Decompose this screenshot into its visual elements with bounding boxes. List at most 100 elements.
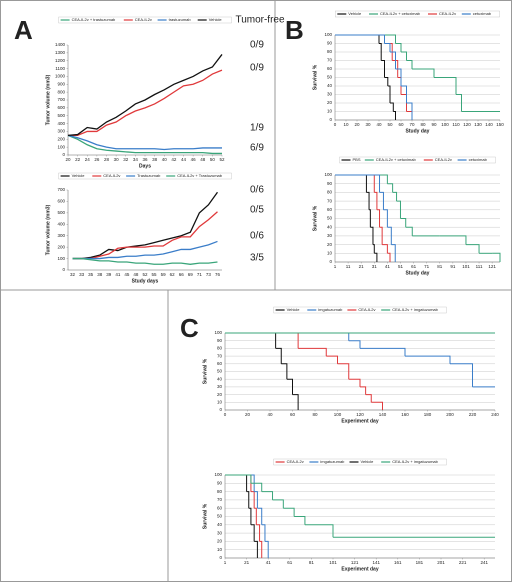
survival-step (395, 68, 402, 86)
x-tick-label: 121 (351, 560, 359, 565)
x-tick-label: 73 (206, 272, 212, 277)
y-tick-label: 40 (217, 522, 223, 527)
legend-box (273, 306, 447, 314)
x-tick-label: 90 (431, 122, 437, 127)
x-tick-label: 111 (476, 264, 483, 269)
survival-step (379, 43, 382, 61)
series-line (72, 211, 218, 260)
survival-step (250, 524, 255, 542)
y-tick-label: 0 (62, 267, 65, 272)
legend-label: PBS (353, 157, 361, 162)
x-tick-label: 60 (398, 122, 404, 127)
y-tick-label: 40 (217, 376, 223, 381)
y-tick-label: 900 (57, 81, 65, 86)
x-tick-label: 80 (312, 412, 318, 417)
annotation: 0/6 (250, 185, 264, 196)
y-axis-label: Survival % (202, 503, 208, 529)
x-tick-label: 161 (394, 560, 402, 565)
y-tick-label: 500 (57, 210, 65, 215)
x-tick-label: 160 (401, 412, 409, 417)
y-tick-label: 700 (57, 97, 65, 102)
survival-step (465, 244, 480, 254)
survival-step (371, 401, 383, 410)
y-tick-label: 300 (57, 233, 65, 238)
series-line (72, 240, 218, 260)
x-tick-label: 31 (372, 264, 378, 269)
annotation: 3/5 (250, 253, 264, 264)
annotation-title: Tumor-free (235, 15, 285, 26)
legend-label: CEA-IL2v (135, 17, 152, 22)
x-tick-label: 0 (334, 122, 337, 127)
x-tick-label: 62 (170, 272, 176, 277)
x-tick-label: 141 (372, 560, 380, 565)
survival-step (257, 507, 263, 525)
legend-label: imgatuzumab (320, 459, 345, 464)
y-axis-label: Tumor volume (mm3) (45, 204, 51, 255)
y-tick-label: 10 (327, 109, 333, 114)
y-tick-label: 90 (327, 181, 333, 186)
y-tick-label: 30 (217, 384, 223, 389)
x-tick-label: 50 (210, 157, 216, 162)
survival-step (387, 226, 392, 245)
x-tick-label: 40 (162, 157, 168, 162)
y-tick-label: 80 (217, 346, 223, 351)
survival-step (360, 386, 367, 395)
survival-step (335, 174, 381, 193)
x-tick-label: 21 (359, 264, 365, 269)
y-tick-label: 10 (217, 547, 223, 552)
y-tick-label: 60 (327, 66, 333, 71)
survival-step (348, 378, 361, 387)
series-line (72, 257, 218, 265)
survival-step (379, 191, 384, 210)
x-tick-label: 1 (334, 264, 337, 269)
x-tick-label: 20 (65, 157, 71, 162)
survival-step (254, 507, 257, 525)
x-tick-label: 51 (398, 264, 404, 269)
annotation: 0/9 (250, 63, 264, 74)
x-tick-label: 41 (385, 264, 391, 269)
legend-box (58, 172, 232, 180)
annotation: 6/9 (250, 143, 264, 154)
y-tick-label: 700 (57, 187, 65, 192)
x-tick-label: 34 (133, 157, 139, 162)
x-tick-label: 48 (200, 157, 206, 162)
y-tick-label: 30 (327, 92, 333, 97)
x-tick-label: 100 (334, 412, 342, 417)
survival-step (492, 252, 501, 262)
x-tick-label: 121 (488, 264, 496, 269)
y-tick-label: 40 (327, 224, 333, 229)
y-tick-label: 70 (217, 353, 223, 358)
x-tick-label: 221 (459, 560, 467, 565)
x-tick-label: 91 (450, 264, 456, 269)
survival-step (382, 244, 388, 254)
y-tick-label: 30 (327, 233, 333, 238)
survival-step (326, 355, 338, 364)
survival-step (392, 60, 399, 78)
survival-step (261, 524, 266, 542)
legend-box (58, 16, 232, 24)
legend-label: cetuximab (469, 157, 488, 162)
x-axis-label: Experiment day (341, 418, 378, 424)
y-tick-label: 1200 (55, 58, 66, 63)
x-tick-label: 38 (97, 272, 103, 277)
legend-label: trastuzumab (169, 17, 192, 22)
y-tick-label: 1100 (55, 66, 65, 71)
survival-step (225, 474, 252, 484)
legend-label: cetuximab (473, 11, 492, 16)
legend-label: Trastuzumab (137, 173, 161, 178)
survival-step (272, 499, 284, 509)
y-tick-label: 100 (214, 472, 222, 477)
y-tick-label: 400 (57, 121, 65, 126)
survival-step (384, 77, 389, 86)
survival-step (304, 524, 334, 538)
survival-step (393, 111, 396, 120)
x-tick-label: 30 (365, 122, 371, 127)
survival-step (370, 226, 374, 245)
y-tick-label: 100 (324, 172, 332, 177)
x-tick-label: 50 (387, 122, 393, 127)
survival-step (401, 85, 407, 103)
x-tick-label: 40 (267, 412, 273, 417)
y-tick-label: 0 (329, 117, 332, 122)
x-tick-label: 55 (152, 272, 158, 277)
